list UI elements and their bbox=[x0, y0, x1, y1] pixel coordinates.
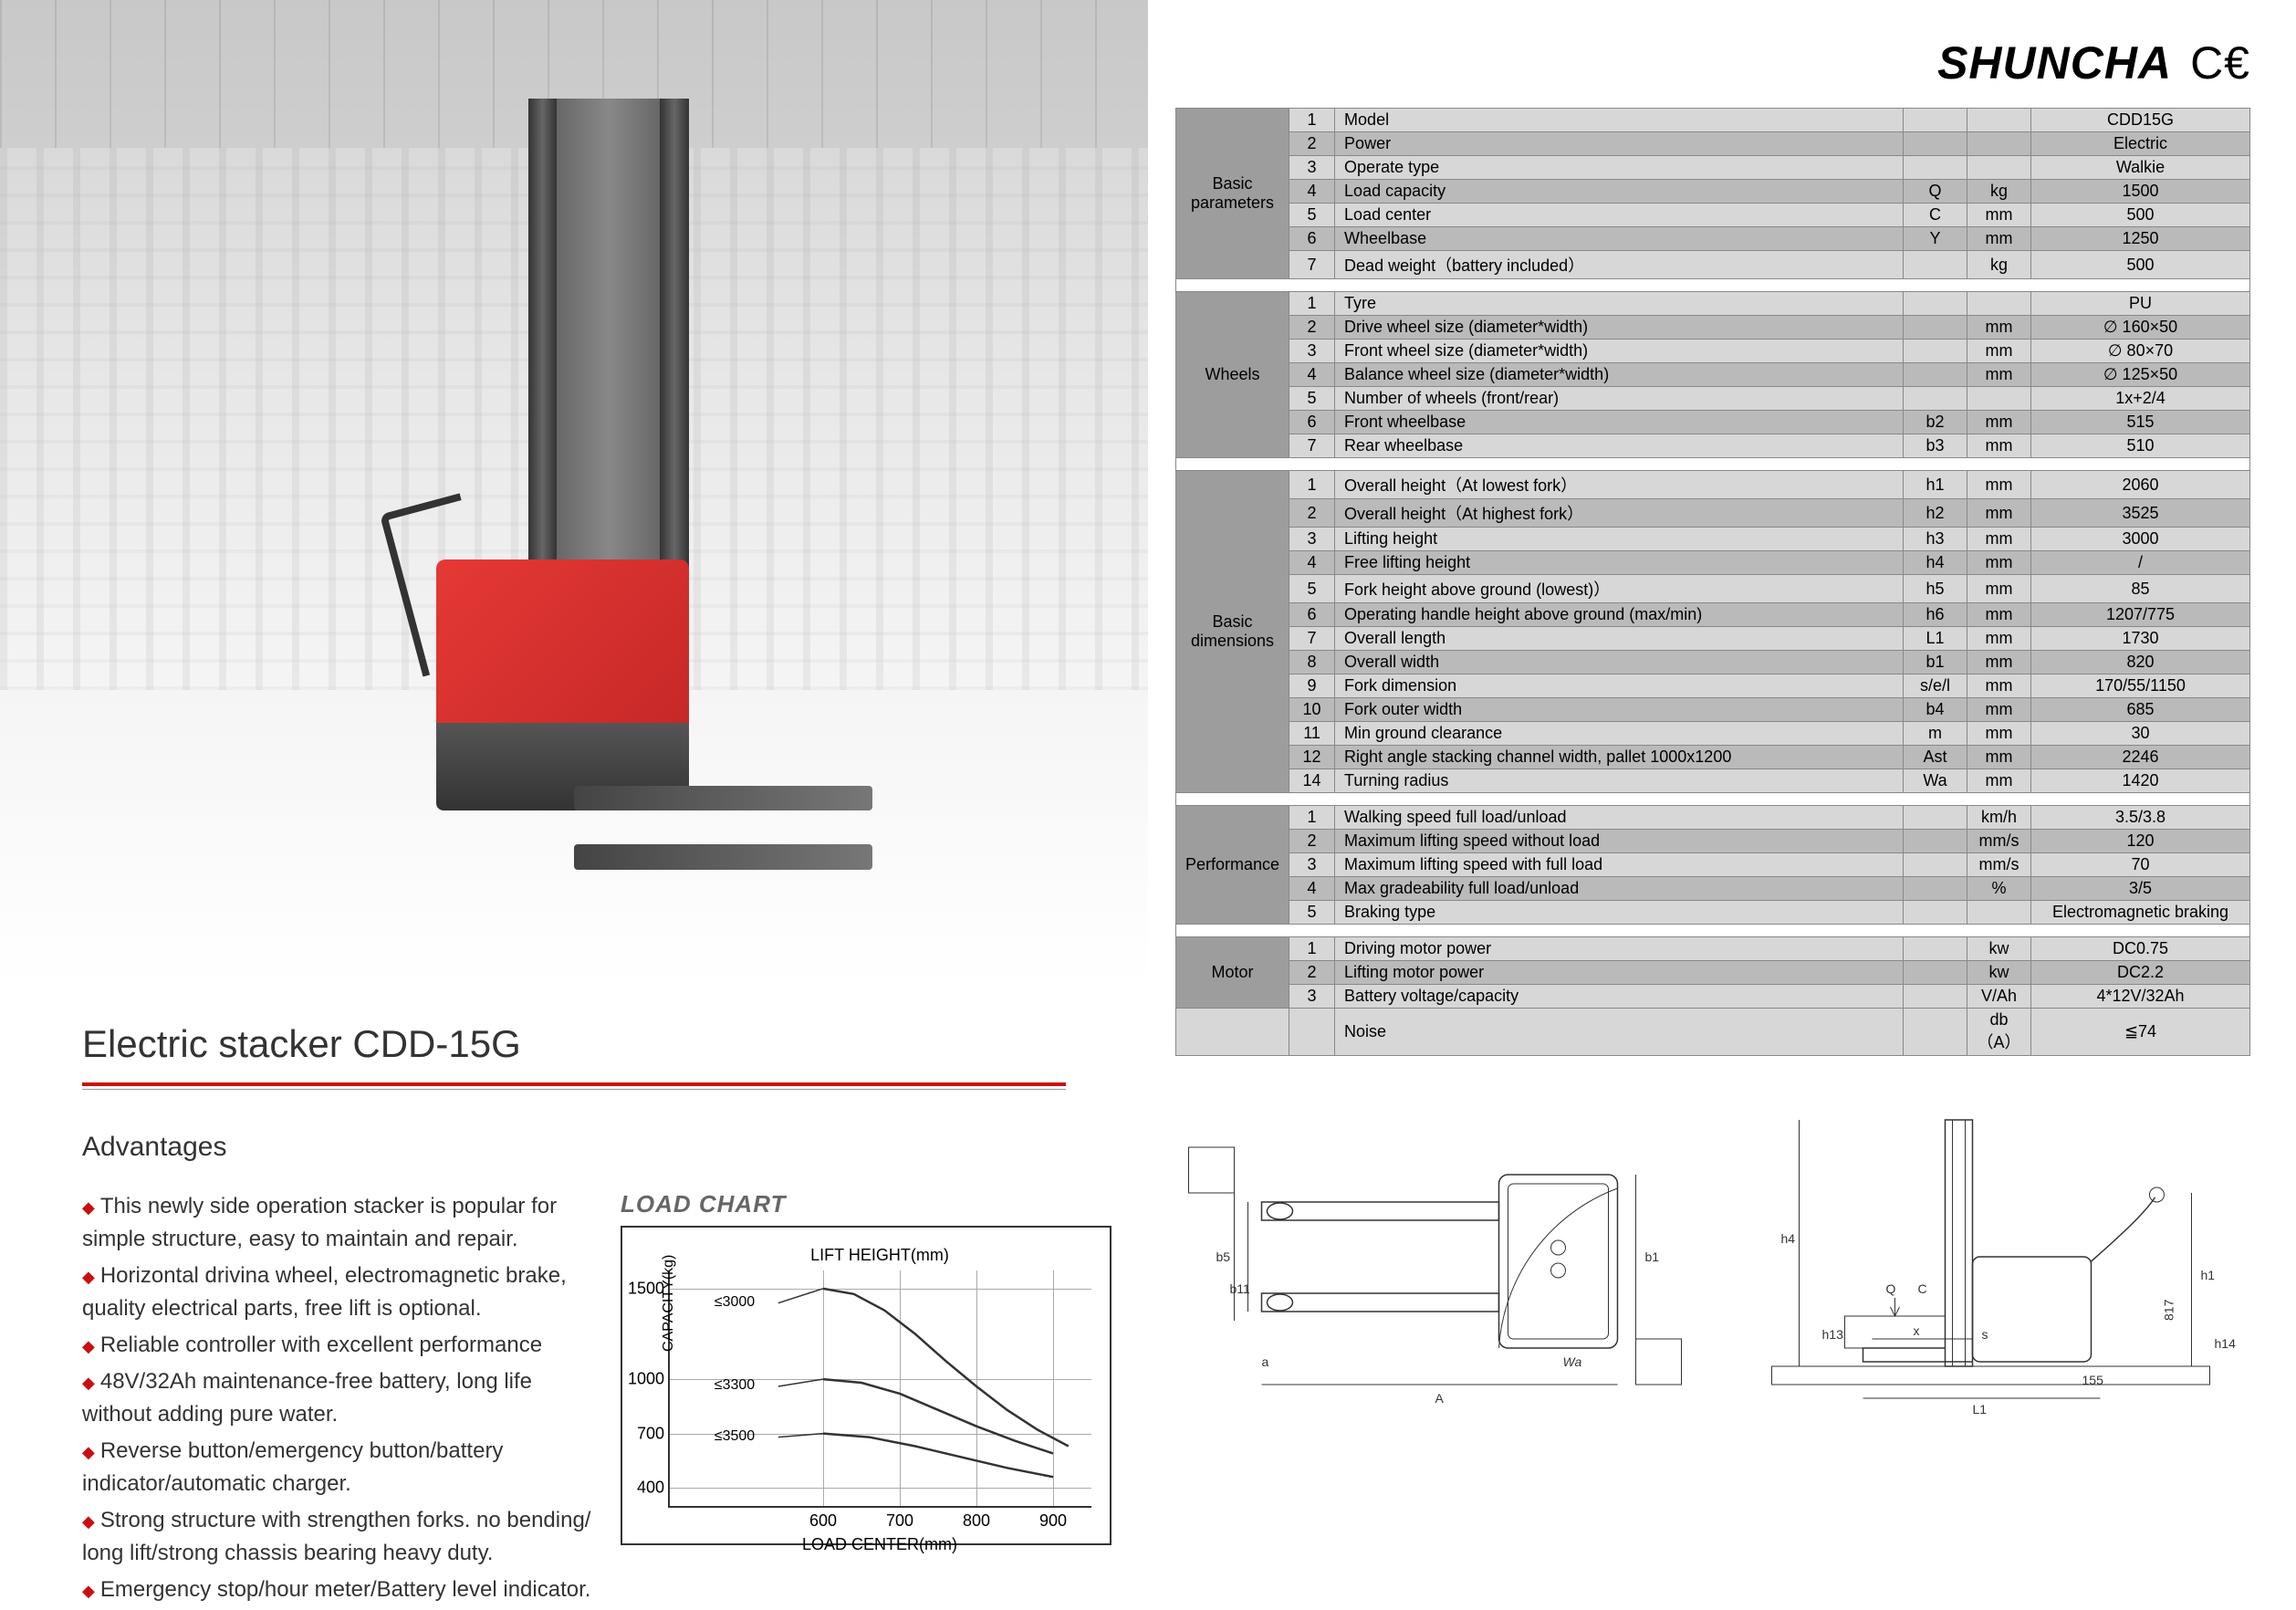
bullet-icon: ◆ bbox=[82, 1374, 95, 1392]
spec-row: 3Maximum lifting speed with full loadmm/… bbox=[1176, 853, 2250, 877]
spec-row: 10Fork outer widthb4mm685 bbox=[1176, 698, 2250, 722]
spec-group-cell: Wheels bbox=[1176, 292, 1289, 458]
spec-row: 7Rear wheelbaseb3mm510 bbox=[1176, 434, 2250, 458]
spec-row: 2Overall height（At highest fork）h2mm3525 bbox=[1176, 499, 2250, 528]
spec-row: 2Maximum lifting speed without loadmm/s1… bbox=[1176, 830, 2250, 853]
bullet-icon: ◆ bbox=[82, 1443, 95, 1461]
left-column: Electric stacker CDD-15G Advantages ◆Thi… bbox=[0, 0, 1148, 1569]
svg-text:a: a bbox=[1262, 1354, 1269, 1369]
spec-group-cell: Basic dimensions bbox=[1176, 471, 1289, 793]
svg-text:h14: h14 bbox=[2215, 1336, 2237, 1351]
advantage-item: ◆48V/32Ah maintenance-free battery, long… bbox=[82, 1365, 593, 1431]
spec-group-cell: Basic parameters bbox=[1176, 109, 1289, 279]
technical-diagrams: b5 b11 b1 A a Wa bbox=[1175, 1111, 2250, 1421]
spec-row: 2Drive wheel size (diameter*width)mm∅ 16… bbox=[1176, 316, 2250, 340]
svg-text:A: A bbox=[1435, 1391, 1445, 1406]
spec-row: 3Front wheel size (diameter*width)mm∅ 80… bbox=[1176, 340, 2250, 363]
advantage-item: ◆Horizontal drivina wheel, electromagnet… bbox=[82, 1260, 593, 1325]
bullet-icon: ◆ bbox=[82, 1337, 95, 1355]
svg-text:b1: b1 bbox=[1645, 1249, 1660, 1264]
svg-text:L1: L1 bbox=[1973, 1402, 1988, 1417]
spec-row: Basic parameters1ModelCDD15G bbox=[1176, 109, 2250, 132]
product-title: Electric stacker CDD-15G bbox=[82, 1022, 1066, 1066]
spec-row: Noisedb（A）≦74 bbox=[1176, 1009, 2250, 1056]
bullet-icon: ◆ bbox=[82, 1512, 95, 1531]
svg-text:b11: b11 bbox=[1230, 1281, 1251, 1296]
svg-text:h13: h13 bbox=[1822, 1327, 1844, 1342]
ce-mark: C€ bbox=[2190, 37, 2250, 89]
spec-row: Wheels1TyrePU bbox=[1176, 292, 2250, 316]
svg-text:s: s bbox=[1982, 1327, 1988, 1342]
hero-image bbox=[0, 0, 1148, 986]
advantage-item: ◆Reliable controller with excellent perf… bbox=[82, 1329, 593, 1362]
advantage-item: ◆Reverse button/emergency button/battery… bbox=[82, 1435, 593, 1500]
spec-row: 6Operating handle height above ground (m… bbox=[1176, 603, 2250, 627]
spec-row: 6WheelbaseYmm1250 bbox=[1176, 227, 2250, 251]
spec-row: 7Dead weight（battery included）kg500 bbox=[1176, 251, 2250, 279]
spec-group-cell: Performance bbox=[1176, 806, 1289, 925]
svg-text:Q: Q bbox=[1886, 1281, 1896, 1296]
spec-row: 3Battery voltage/capacityV/Ah4*12V/32Ah bbox=[1176, 985, 2250, 1009]
svg-text:817: 817 bbox=[2162, 1299, 2176, 1321]
advantage-item: ◆Emergency stop/hour meter/Battery level… bbox=[82, 1573, 593, 1606]
spec-row: 5Fork height above ground (lowest)）h5mm8… bbox=[1176, 575, 2250, 603]
spec-row: 2PowerElectric bbox=[1176, 132, 2250, 156]
spec-row: 2Lifting motor powerkwDC2.2 bbox=[1176, 961, 2250, 985]
brand-logo: SHUNCHA C€ bbox=[1175, 37, 2250, 89]
spec-row: Motor1Driving motor powerkwDC0.75 bbox=[1176, 937, 2250, 961]
spec-row: 4Load capacityQkg1500 bbox=[1176, 180, 2250, 204]
brand-text: SHUNCHA bbox=[1937, 37, 2172, 89]
spec-row: 5Number of wheels (front/rear)1x+2/4 bbox=[1176, 387, 2250, 411]
spec-row: 14Turning radiusWamm1420 bbox=[1176, 769, 2250, 793]
spec-row: Performance1Walking speed full load/unlo… bbox=[1176, 806, 2250, 830]
spec-row: 3Operate typeWalkie bbox=[1176, 156, 2250, 180]
spec-row: 7Overall lengthL1mm1730 bbox=[1176, 627, 2250, 651]
spec-row: 4Max gradeability full load/unload%3/5 bbox=[1176, 877, 2250, 901]
svg-text:155: 155 bbox=[2082, 1373, 2104, 1387]
spec-row: Basic dimensions1Overall height（At lowes… bbox=[1176, 471, 2250, 499]
svg-text:Wa: Wa bbox=[1563, 1354, 1582, 1369]
spec-row: 8Overall widthb1mm820 bbox=[1176, 651, 2250, 674]
right-column: SHUNCHA C€ Basic parameters1ModelCDD15G2P… bbox=[1148, 0, 2296, 1569]
chart-area: CAPACITY(kg) 60070080090040070010001500≤… bbox=[668, 1270, 1091, 1508]
chart-xlabel: LOAD CENTER(mm) bbox=[668, 1535, 1091, 1554]
side-view-diagram: h4 h1 h13 Q C x s L1 155 817 h14 bbox=[1731, 1111, 2250, 1421]
spec-row: 5Load centerCmm500 bbox=[1176, 204, 2250, 227]
top-view-diagram: b5 b11 b1 A a Wa bbox=[1175, 1111, 1695, 1421]
advantage-item: ◆Strong structure with strengthen forks.… bbox=[82, 1504, 593, 1570]
spec-row: 12Right angle stacking channel width, pa… bbox=[1176, 746, 2250, 769]
title-underline bbox=[82, 1082, 1066, 1086]
svg-text:h1: h1 bbox=[2201, 1268, 2216, 1282]
spec-row: 4Free lifting heighth4mm/ bbox=[1176, 551, 2250, 575]
spec-group-cell: Motor bbox=[1176, 937, 1289, 1009]
advantages-heading: Advantages bbox=[82, 1132, 1148, 1163]
spec-row: 11Min ground clearancemmm30 bbox=[1176, 722, 2250, 746]
svg-text:b5: b5 bbox=[1216, 1249, 1231, 1264]
spec-row: 6Front wheelbaseb2mm515 bbox=[1176, 411, 2250, 434]
advantage-item: ◆This newly side operation stacker is po… bbox=[82, 1190, 593, 1256]
spec-row: 5Braking typeElectromagnetic braking bbox=[1176, 901, 2250, 925]
spec-row: 4Balance wheel size (diameter*width)mm∅ … bbox=[1176, 363, 2250, 387]
bullet-icon: ◆ bbox=[82, 1198, 95, 1217]
spec-row: 3Lifting heighth3mm3000 bbox=[1176, 528, 2250, 551]
stacker-illustration bbox=[436, 99, 895, 936]
spec-row: 9Fork dimensions/e/lmm170/55/1150 bbox=[1176, 674, 2250, 698]
load-chart-title: LOAD CHART bbox=[621, 1190, 1111, 1218]
bullet-icon: ◆ bbox=[82, 1268, 95, 1286]
svg-text:x: x bbox=[1914, 1323, 1920, 1338]
advantages-list: ◆This newly side operation stacker is po… bbox=[82, 1190, 593, 1610]
bullet-icon: ◆ bbox=[82, 1582, 95, 1600]
spec-table: Basic parameters1ModelCDD15G2PowerElectr… bbox=[1175, 108, 2250, 1056]
load-chart: LOAD CHART LIFT HEIGHT(mm) CAPACITY(kg) … bbox=[621, 1190, 1111, 1610]
lift-height-label: LIFT HEIGHT(mm) bbox=[668, 1246, 1091, 1265]
svg-text:C: C bbox=[1918, 1281, 1927, 1296]
svg-text:h4: h4 bbox=[1781, 1231, 1796, 1246]
